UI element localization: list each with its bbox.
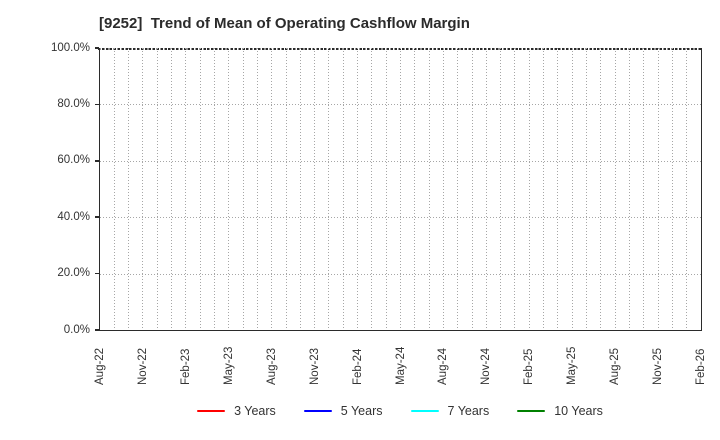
plot-area [98,48,702,331]
vertical-gridline [671,48,673,330]
vertical-gridline [128,48,130,330]
legend-item-10-years: 10 Years [517,403,603,419]
vertical-gridline [285,48,287,330]
x-tick-label: Aug-24 [437,347,450,385]
vertical-gridline [171,48,173,330]
x-tick-label: Feb-26 [695,348,707,385]
legend-label: 5 Years [340,404,383,418]
y-tick-mark [94,160,99,162]
y-tick-label: 40.0% [57,210,90,223]
x-tick-label: Nov-22 [136,347,149,385]
vertical-gridline [299,48,301,330]
x-tick-label: Feb-23 [179,348,192,385]
horizontal-gridline [99,104,701,106]
legend-line-swatch [410,409,439,413]
vertical-gridline [442,48,444,330]
vertical-gridline [614,48,616,330]
x-tick-label: Aug-22 [94,347,106,385]
vertical-gridline [643,48,645,330]
vertical-gridline [185,48,187,330]
vertical-gridline [113,48,115,330]
legend-line-swatch [197,409,226,413]
y-tick-label: 20.0% [57,267,90,280]
vertical-gridline [357,48,359,330]
vertical-gridline [586,48,588,330]
vertical-gridline [199,48,201,330]
vertical-gridline [342,48,344,330]
vertical-gridline [557,48,559,330]
legend: 3 Years 5 Years 7 Years 10 Years [80,403,720,419]
y-tick-label: 80.0% [57,97,90,110]
vertical-gridline [485,48,487,330]
legend-label: 7 Years [447,404,490,418]
y-tick-mark [94,272,99,275]
vertical-gridline [400,48,401,330]
vertical-gridline [428,48,430,330]
vertical-gridline [228,48,230,330]
x-tick-label: May-24 [394,346,407,385]
y-tick-label: 100.0% [50,41,90,54]
vertical-gridline [314,48,316,330]
vertical-gridline [686,48,688,330]
vertical-gridline [514,48,516,330]
x-tick-label: Feb-25 [523,348,536,385]
y-tick-mark [94,329,99,331]
x-tick-label: Nov-23 [308,347,321,385]
x-tick-label: May-25 [566,346,579,385]
vertical-gridline [457,48,459,330]
vertical-gridline [528,48,530,330]
vertical-gridline [657,48,659,330]
vertical-gridline [471,48,473,330]
vertical-gridline [628,48,630,330]
vertical-gridline [156,48,158,330]
x-tick-label: Nov-25 [652,347,665,385]
vertical-gridline [256,48,258,330]
legend-label: 3 Years [234,404,276,418]
x-tick-label: Aug-25 [609,347,622,385]
horizontal-gridline [99,160,701,162]
legend-item-7-years: 7 Years [410,403,490,419]
vertical-gridline [600,48,602,330]
vertical-gridline [142,48,144,330]
y-tick-label: 60.0% [57,154,90,167]
x-tick-label: Feb-24 [351,348,364,385]
horizontal-gridline [99,273,701,275]
vertical-gridline [271,48,273,330]
vertical-gridline [385,48,387,330]
legend-line-swatch [303,409,332,413]
vertical-gridline [213,48,215,330]
vertical-gridline [242,48,244,330]
vertical-gridline [571,48,573,330]
legend-label: 10 Years [554,404,603,418]
y-tick-mark [94,47,99,49]
vertical-gridline [500,48,502,330]
y-tick-mark [94,103,99,106]
legend-item-3-years: 3 Years [197,403,276,419]
y-tick-label: 0.0% [63,323,90,336]
vertical-gridline [543,48,545,330]
legend-item-5-years: 5 Years [303,403,383,419]
x-tick-label: Aug-23 [265,347,278,385]
horizontal-gridline [99,217,701,219]
vertical-gridline [328,48,330,330]
legend-line-swatch [517,409,546,413]
x-tick-label: May-23 [222,346,235,385]
x-tick-label: Nov-24 [480,347,493,385]
chart-title: [9252] Trend of Mean of Operating Cashfl… [99,15,470,32]
vertical-gridline [414,48,416,330]
vertical-gridline [371,48,373,330]
y-tick-mark [94,216,99,218]
